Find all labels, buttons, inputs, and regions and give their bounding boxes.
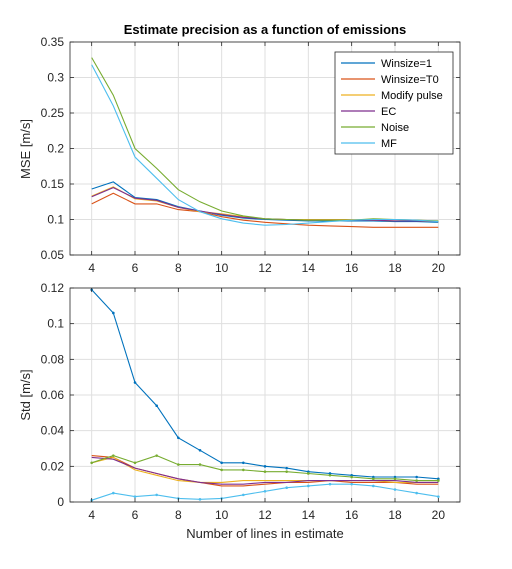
top-y-tick-label: 0.15 — [41, 177, 65, 191]
bottom-series-point-5 — [198, 498, 202, 501]
bottom-series-point-0 — [415, 475, 418, 479]
bottom-series-point-5 — [133, 495, 137, 498]
bottom-series-point-4 — [133, 461, 137, 465]
bottom-y-tick-label: 0.08 — [41, 352, 65, 366]
bottom-series-point-5 — [350, 482, 353, 486]
chart-title: Estimate precision as a function of emis… — [124, 22, 406, 37]
bottom-series-point-0 — [328, 472, 332, 475]
top-y-tick-label: 0.2 — [47, 142, 64, 156]
bottom-series-point-5 — [393, 488, 397, 491]
bottom-series-point-0 — [372, 475, 375, 479]
top-y-axis-label: MSE [m/s] — [18, 119, 33, 179]
bottom-x-tick-label: 10 — [215, 508, 229, 522]
bottom-series-point-5 — [112, 491, 115, 495]
top-series-line-5 — [91, 64, 439, 226]
legend-entry-1: Winsize=T0 — [381, 74, 439, 86]
bottom-x-tick-label: 20 — [432, 508, 446, 522]
top-x-tick-label: 16 — [345, 261, 359, 275]
bottom-series-point-4 — [437, 479, 440, 482]
bottom-x-tick-label: 6 — [132, 508, 139, 522]
bottom-series-point-0 — [220, 461, 223, 465]
bottom-series-point-4 — [155, 454, 158, 457]
bottom-y-tick-label: 0.02 — [41, 459, 65, 473]
top-series-line-1 — [91, 192, 439, 228]
bottom-series-point-4 — [328, 473, 332, 477]
bottom-series-point-0 — [155, 404, 158, 408]
bottom-y-tick-label: 0 — [57, 495, 64, 509]
bottom-series-point-4 — [350, 475, 353, 479]
bottom-x-tick-label: 16 — [345, 508, 359, 522]
bottom-series-line-2 — [91, 456, 439, 483]
bottom-x-tick-label: 14 — [302, 508, 316, 522]
top-y-tick-label: 0.05 — [41, 248, 65, 262]
legend-entry-5: MF — [381, 138, 397, 150]
top-y-tick-label: 0.25 — [41, 106, 65, 120]
bottom-series-point-5 — [242, 493, 245, 497]
legend-entry-0: Winsize=1 — [381, 58, 432, 70]
bottom-series-point-4 — [177, 463, 180, 466]
bottom-series-point-0 — [133, 381, 137, 384]
bottom-x-tick-label: 4 — [88, 508, 95, 522]
top-y-tick-label: 0.3 — [47, 71, 64, 85]
top-x-tick-label: 10 — [215, 261, 229, 275]
bottom-series-point-0 — [350, 473, 353, 477]
bottom-series-point-5 — [415, 491, 418, 495]
top-x-tick-label: 20 — [432, 261, 446, 275]
bottom-series-line-3 — [91, 456, 439, 485]
legend-entry-3: EC — [381, 106, 396, 118]
bottom-series-point-4 — [415, 479, 418, 482]
x-axis-label: Number of lines in estimate — [186, 526, 344, 541]
legend-box — [334, 51, 454, 155]
top-series-line-0 — [91, 181, 439, 223]
bottom-series-point-0 — [177, 436, 180, 440]
bottom-y-tick-label: 0.1 — [47, 317, 64, 331]
bottom-series-point-5 — [328, 482, 332, 486]
axes-bottom: 4 6 8 10 12 14 16 18 20 0 0.02 0.04 0.06 0.08 0.1 0.12 — [41, 281, 461, 522]
bottom-series-point-5 — [155, 493, 158, 497]
bottom-series-point-5 — [307, 484, 310, 488]
bottom-series-point-5 — [285, 486, 288, 490]
bottom-series-point-4 — [285, 470, 288, 473]
bottom-series-point-4 — [307, 472, 310, 475]
bottom-y-tick-label: 0.06 — [41, 388, 65, 402]
bottom-y-tick-label: 0.12 — [41, 281, 65, 295]
bottom-series-point-5 — [437, 495, 440, 498]
bottom-series-point-0 — [437, 477, 440, 481]
top-y-tick-label: 0.1 — [47, 213, 64, 227]
top-y-tick-label: 0.35 — [41, 35, 65, 49]
legend-entry-2: Modify pulse — [381, 90, 443, 102]
top-x-tick-label: 14 — [302, 261, 316, 275]
bottom-y-tick-label: 0.04 — [41, 424, 65, 438]
bottom-series-point-0 — [393, 475, 397, 479]
bottom-series-point-4 — [90, 461, 93, 465]
bottom-series-point-4 — [198, 463, 202, 466]
bottom-series-point-5 — [372, 484, 375, 488]
bottom-series-point-4 — [393, 477, 397, 481]
bottom-series-point-4 — [112, 454, 115, 457]
bottom-series-point-5 — [263, 490, 267, 493]
top-x-tick-label: 6 — [132, 261, 139, 275]
bottom-series-point-0 — [242, 461, 245, 465]
top-x-tick-label: 8 — [175, 261, 182, 275]
bottom-series-point-0 — [112, 311, 115, 315]
bottom-x-tick-label: 18 — [388, 508, 402, 522]
bottom-x-tick-label: 8 — [175, 508, 182, 522]
top-x-tick-label: 18 — [388, 261, 402, 275]
bottom-series-point-4 — [220, 468, 223, 472]
bottom-series-point-0 — [198, 448, 202, 452]
bottom-series-point-0 — [263, 465, 267, 468]
legend-entry-4: Noise — [381, 122, 409, 134]
bottom-series-point-0 — [285, 466, 288, 470]
bottom-series-point-4 — [242, 468, 245, 472]
bottom-series-point-0 — [307, 470, 310, 473]
top-x-tick-label: 4 — [88, 261, 95, 275]
bottom-series-point-4 — [372, 477, 375, 481]
bottom-y-axis-label: Std [m/s] — [18, 369, 33, 420]
bottom-series-point-4 — [263, 470, 267, 473]
top-x-tick-label: 12 — [258, 261, 272, 275]
bottom-x-tick-label: 12 — [258, 508, 272, 522]
legend: Winsize=1 Winsize=T0 Modify pulse EC Noise MF — [334, 51, 454, 155]
